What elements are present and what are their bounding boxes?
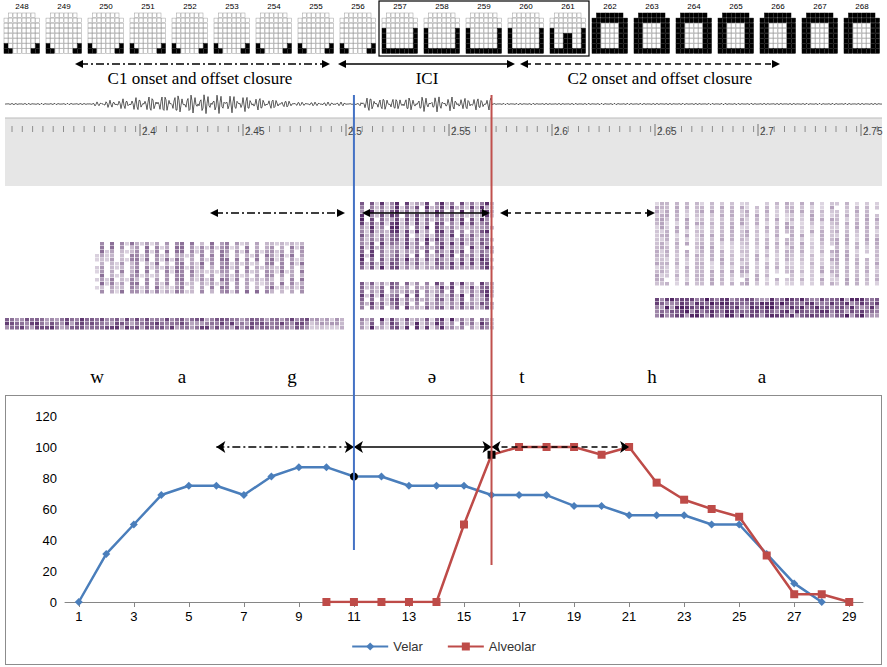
svg-text:257: 257 — [393, 2, 407, 11]
svg-text:60: 60 — [43, 502, 57, 517]
svg-text:265: 265 — [729, 2, 743, 11]
svg-text:29: 29 — [842, 609, 856, 624]
svg-text:a: a — [178, 366, 187, 387]
svg-text:266: 266 — [771, 2, 785, 11]
svg-text:261: 261 — [561, 2, 575, 11]
svg-text:9: 9 — [295, 609, 302, 624]
svg-text:13: 13 — [402, 609, 416, 624]
svg-text:2.55: 2.55 — [451, 126, 471, 137]
svg-text:25: 25 — [732, 609, 746, 624]
svg-text:256: 256 — [351, 2, 365, 11]
svg-text:Alveolar: Alveolar — [489, 639, 537, 654]
svg-text:w: w — [90, 366, 104, 387]
svg-text:253: 253 — [225, 2, 239, 11]
svg-text:258: 258 — [435, 2, 449, 11]
svg-text:t: t — [519, 366, 525, 387]
svg-text:262: 262 — [603, 2, 617, 11]
svg-text:ə: ə — [428, 366, 436, 387]
svg-text:248: 248 — [15, 2, 29, 11]
svg-text:19: 19 — [567, 609, 581, 624]
svg-text:250: 250 — [99, 2, 113, 11]
svg-text:a: a — [758, 366, 767, 387]
svg-text:3: 3 — [130, 609, 137, 624]
svg-text:Velar: Velar — [393, 639, 423, 654]
svg-text:263: 263 — [645, 2, 659, 11]
svg-text:255: 255 — [309, 2, 323, 11]
svg-text:17: 17 — [512, 609, 526, 624]
svg-text:267: 267 — [813, 2, 827, 11]
svg-text:249: 249 — [57, 2, 71, 11]
svg-text:21: 21 — [622, 609, 636, 624]
svg-text:2.45: 2.45 — [245, 126, 265, 137]
svg-text:27: 27 — [787, 609, 801, 624]
svg-text:264: 264 — [687, 2, 701, 11]
svg-text:h: h — [647, 366, 657, 387]
svg-text:260: 260 — [519, 2, 533, 11]
svg-text:2.7: 2.7 — [760, 126, 774, 137]
svg-text:254: 254 — [267, 2, 281, 11]
svg-text:2.6: 2.6 — [554, 126, 568, 137]
svg-text:11: 11 — [347, 609, 361, 624]
svg-text:ICI: ICI — [416, 69, 439, 88]
svg-text:0: 0 — [50, 595, 57, 610]
svg-text:2.65: 2.65 — [657, 126, 677, 137]
svg-text:100: 100 — [35, 440, 57, 455]
svg-text:251: 251 — [141, 2, 155, 11]
svg-text:120: 120 — [35, 409, 57, 424]
svg-text:7: 7 — [240, 609, 247, 624]
svg-text:40: 40 — [43, 533, 57, 548]
svg-text:C2 onset and offset closure: C2 onset and offset closure — [568, 69, 753, 88]
svg-text:1: 1 — [75, 609, 82, 624]
svg-text:259: 259 — [477, 2, 491, 11]
svg-text:2.4: 2.4 — [142, 126, 156, 137]
svg-text:20: 20 — [43, 564, 57, 579]
svg-text:2.75: 2.75 — [863, 126, 883, 137]
svg-text:2.5: 2.5 — [348, 126, 362, 137]
svg-text:C1 onset and offset closure: C1 onset and offset closure — [108, 69, 293, 88]
svg-text:80: 80 — [43, 471, 57, 486]
svg-text:252: 252 — [183, 2, 197, 11]
svg-text:g: g — [287, 366, 297, 387]
svg-text:23: 23 — [677, 609, 691, 624]
svg-text:5: 5 — [185, 609, 192, 624]
svg-text:268: 268 — [855, 2, 869, 11]
svg-text:15: 15 — [457, 609, 471, 624]
